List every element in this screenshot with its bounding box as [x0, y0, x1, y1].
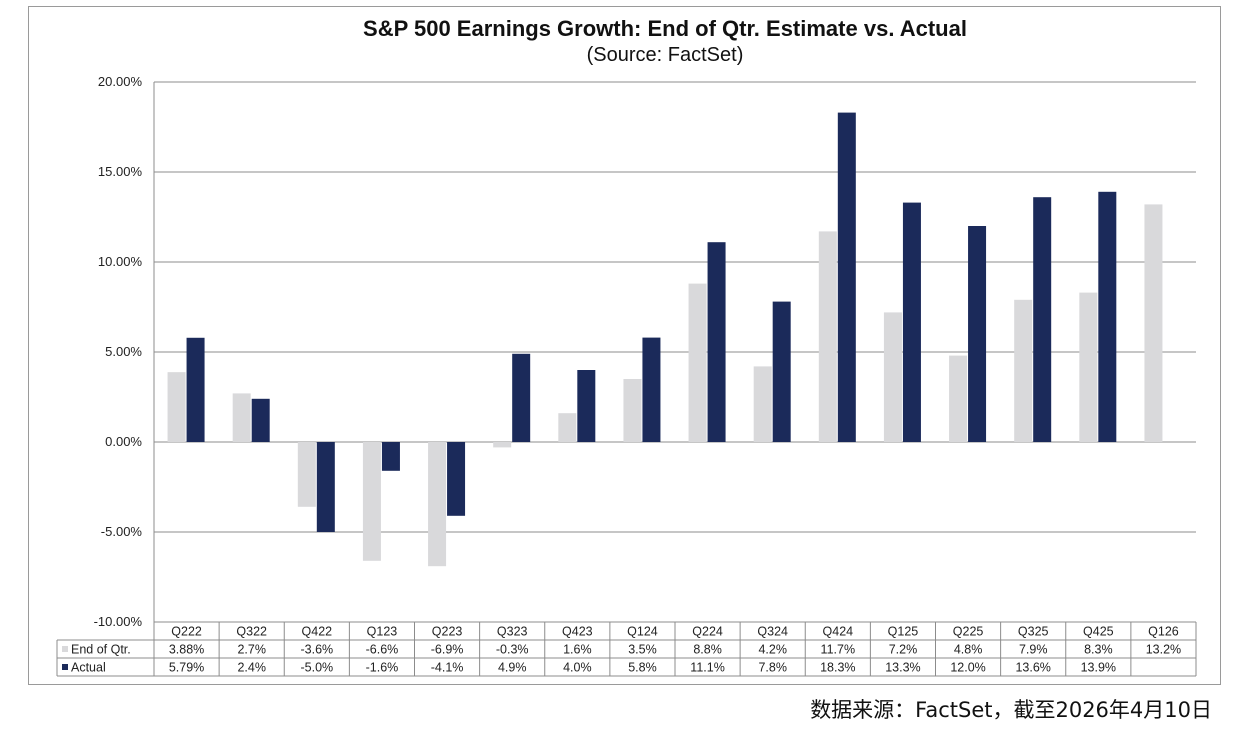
- estimate-value: -6.6%: [366, 643, 399, 657]
- estimate-value: 8.8%: [693, 643, 722, 657]
- category-label: Q123: [367, 625, 398, 639]
- actual-bar: [968, 226, 987, 442]
- actual-value: -5.0%: [300, 661, 333, 675]
- actual-value: 11.1%: [690, 661, 725, 675]
- chart-frame: S&P 500 Earnings Growth: End of Qtr. Est…: [28, 6, 1221, 685]
- category-label: Q223: [432, 625, 463, 639]
- actual-bar: [381, 442, 400, 471]
- y-tick-label: 0.00%: [105, 434, 142, 449]
- estimate-bar: [167, 372, 186, 442]
- category-label: Q224: [692, 625, 723, 639]
- actual-bar: [1033, 197, 1052, 442]
- y-tick-label: 20.00%: [98, 74, 143, 89]
- actual-value: 5.79%: [169, 661, 204, 675]
- estimate-value: -6.9%: [431, 643, 464, 657]
- actual-bar: [837, 112, 856, 442]
- estimate-bar: [232, 393, 251, 442]
- estimate-value: -0.3%: [496, 643, 529, 657]
- estimate-value: 3.5%: [628, 643, 657, 657]
- actual-value: -1.6%: [366, 661, 399, 675]
- estimate-bar: [753, 366, 772, 442]
- chart-subtitle: (Source: FactSet): [587, 44, 744, 66]
- estimate-value: 4.8%: [954, 643, 983, 657]
- actual-value: 4.9%: [498, 661, 527, 675]
- actual-bar: [186, 337, 205, 442]
- category-label: Q425: [1083, 625, 1114, 639]
- y-tick-label: 15.00%: [98, 164, 143, 179]
- estimate-value: 13.2%: [1146, 643, 1181, 657]
- estimate-bar: [623, 379, 642, 442]
- estimate-bar: [1014, 299, 1033, 442]
- estimate-value: 8.3%: [1084, 643, 1113, 657]
- category-label: Q323: [497, 625, 528, 639]
- estimate-bar: [949, 355, 968, 442]
- legend-label: End of Qtr.: [71, 643, 131, 657]
- actual-bar: [1098, 191, 1117, 442]
- estimate-bar: [1079, 292, 1098, 442]
- y-tick-label: 5.00%: [105, 344, 142, 359]
- actual-value: 5.8%: [628, 661, 657, 675]
- earnings-growth-chart: S&P 500 Earnings Growth: End of Qtr. Est…: [56, 16, 1197, 677]
- estimate-value: 11.7%: [821, 643, 856, 657]
- actual-bar: [707, 242, 726, 442]
- estimate-bar: [558, 413, 577, 442]
- category-label: Q222: [171, 625, 202, 639]
- legend-key: [62, 664, 68, 670]
- actual-value: 18.3%: [820, 661, 855, 675]
- category-label: Q125: [888, 625, 919, 639]
- category-label: Q126: [1148, 625, 1179, 639]
- actual-bar: [902, 202, 921, 442]
- actual-bar: [447, 442, 466, 516]
- estimate-value: 1.6%: [563, 643, 592, 657]
- category-label: Q124: [627, 625, 658, 639]
- category-label: Q324: [757, 625, 788, 639]
- estimate-bar: [883, 312, 902, 442]
- actual-value: 4.0%: [563, 661, 592, 675]
- y-tick-label: 10.00%: [98, 254, 143, 269]
- y-tick-label: -5.00%: [101, 524, 143, 539]
- category-label: Q424: [823, 625, 854, 639]
- actual-bar: [772, 301, 791, 442]
- estimate-value: 7.2%: [889, 643, 918, 657]
- category-label: Q325: [1018, 625, 1049, 639]
- actual-value: 2.4%: [237, 661, 266, 675]
- category-label: Q423: [562, 625, 593, 639]
- actual-value: 13.9%: [1081, 661, 1116, 675]
- estimate-bar: [1144, 204, 1163, 442]
- actual-bar: [316, 442, 335, 532]
- estimate-bar: [818, 231, 837, 442]
- estimate-bar: [297, 442, 316, 507]
- category-label: Q322: [236, 625, 267, 639]
- source-note: 数据来源：FactSet，截至2026年4月10日: [810, 698, 1212, 722]
- category-label: Q422: [302, 625, 333, 639]
- actual-value: 13.3%: [885, 661, 920, 675]
- estimate-value: 4.2%: [758, 643, 787, 657]
- estimate-value: 2.7%: [237, 643, 266, 657]
- actual-value: 12.0%: [950, 661, 985, 675]
- estimate-bar: [362, 442, 381, 561]
- estimate-bar: [493, 442, 512, 448]
- legend-key: [62, 646, 68, 652]
- chart-title: S&P 500 Earnings Growth: End of Qtr. Est…: [363, 16, 967, 41]
- estimate-bar: [688, 283, 707, 442]
- actual-value: 13.6%: [1015, 661, 1050, 675]
- actual-bar: [577, 370, 596, 442]
- category-label: Q225: [953, 625, 984, 639]
- actual-bar: [642, 337, 661, 442]
- actual-value: 7.8%: [758, 661, 787, 675]
- estimate-value: 3.88%: [169, 643, 204, 657]
- estimate-value: -3.6%: [300, 643, 333, 657]
- y-tick-label: -10.00%: [94, 614, 143, 629]
- estimate-bar: [428, 442, 447, 567]
- legend-label: Actual: [71, 661, 106, 675]
- actual-bar: [512, 353, 531, 442]
- actual-bar: [251, 398, 270, 442]
- actual-value: -4.1%: [431, 661, 464, 675]
- estimate-value: 7.9%: [1019, 643, 1048, 657]
